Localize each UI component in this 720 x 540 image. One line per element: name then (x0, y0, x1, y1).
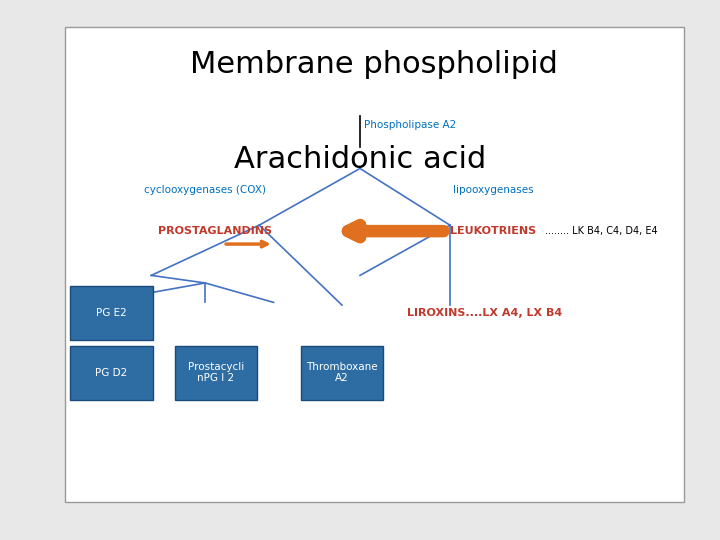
Text: Thromboxane
A2: Thromboxane A2 (306, 362, 378, 383)
FancyBboxPatch shape (71, 286, 153, 340)
Text: cyclooxygenases (COX): cyclooxygenases (COX) (144, 185, 266, 195)
FancyBboxPatch shape (301, 346, 383, 400)
Text: ........ LK B4, C4, D4, E4: ........ LK B4, C4, D4, E4 (545, 226, 657, 236)
Text: LIROXINS....LX A4, LX B4: LIROXINS....LX A4, LX B4 (407, 308, 562, 318)
Text: Arachidonic acid: Arachidonic acid (234, 145, 486, 174)
Text: lipooxygenases: lipooxygenases (453, 185, 534, 195)
Text: PG E2: PG E2 (96, 308, 127, 318)
Text: Phospholipase A2: Phospholipase A2 (364, 120, 456, 130)
FancyBboxPatch shape (174, 346, 258, 400)
Text: Prostacycli
nPG I 2: Prostacycli nPG I 2 (188, 362, 244, 383)
Text: LEUKOTRIENS: LEUKOTRIENS (450, 226, 536, 236)
FancyBboxPatch shape (65, 27, 684, 502)
Text: PROSTAGLANDINS: PROSTAGLANDINS (158, 226, 272, 236)
Text: Membrane phospholipid: Membrane phospholipid (191, 50, 558, 79)
Text: PG D2: PG D2 (96, 368, 127, 377)
FancyBboxPatch shape (71, 346, 153, 400)
